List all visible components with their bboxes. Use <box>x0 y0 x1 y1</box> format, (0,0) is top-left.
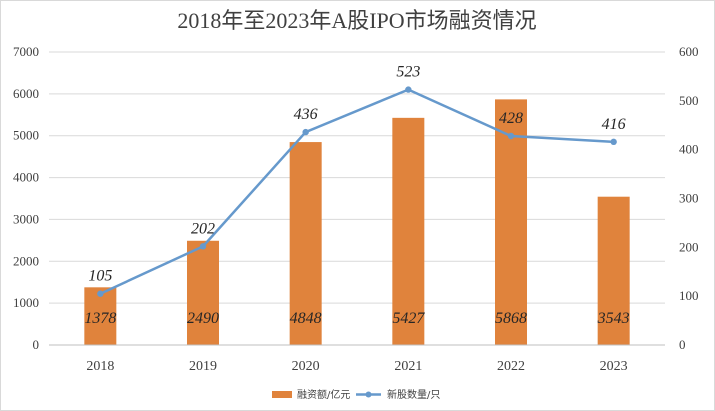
chart-title: 2018年至2023年A股IPO市场融资情况 <box>177 8 536 33</box>
line-point <box>199 243 207 250</box>
right-y-axis: 0 100 200 300 400 500 600 <box>679 44 699 352</box>
bar-data-label: 4848 <box>290 310 322 327</box>
line-point <box>302 128 309 136</box>
legend-line-marker <box>365 391 372 398</box>
legend-bar-swatch <box>272 391 292 398</box>
line-series <box>97 86 617 297</box>
left-axis-tick-label: 6000 <box>13 86 39 101</box>
legend-bar-label: 融资额/亿元 <box>297 388 350 401</box>
right-axis-tick-label: 100 <box>679 288 699 303</box>
line-data-label: 416 <box>602 116 626 133</box>
line-data-label: 428 <box>499 110 523 127</box>
right-axis-tick-label: 500 <box>679 93 699 108</box>
line-point <box>97 290 104 297</box>
gridlines <box>49 51 665 346</box>
bar-data-label: 5427 <box>392 310 425 327</box>
left-axis-tick-label: 4000 <box>13 170 39 185</box>
x-axis-tick-label: 2021 <box>394 359 422 374</box>
bar-data-label: 1378 <box>84 310 116 327</box>
data-labels: 1378 2490 4848 5427 5868 3543 105 202 436 523 428 4… <box>84 64 629 327</box>
x-axis-tick-label: 2018 <box>86 359 114 374</box>
line-path <box>99 88 614 295</box>
line-data-label: 436 <box>294 106 318 123</box>
line-point <box>610 138 617 146</box>
bar-data-label: 2490 <box>187 310 219 327</box>
bar <box>392 117 425 346</box>
line-point <box>507 132 515 140</box>
legend: 融资额/亿元 新股数量/只 <box>272 388 440 401</box>
right-axis-tick-label: 0 <box>679 337 686 352</box>
right-axis-tick-label: 600 <box>679 44 699 59</box>
left-axis-tick-label: 2000 <box>13 253 39 268</box>
bar <box>597 196 630 345</box>
line-point <box>405 86 412 93</box>
line-data-label: 523 <box>396 64 420 81</box>
left-y-axis: 0 1000 2000 3000 4000 5000 6000 7000 <box>13 44 39 352</box>
x-axis-tick-label: 2023 <box>600 359 628 374</box>
line-data-label: 202 <box>191 220 215 237</box>
right-axis-tick-label: 300 <box>679 191 699 206</box>
right-axis-tick-label: 200 <box>679 239 699 254</box>
x-axis-tick-label: 2019 <box>189 359 217 374</box>
bar <box>495 99 527 345</box>
left-axis-tick-label: 0 <box>33 337 40 352</box>
bar-data-label: 3543 <box>597 310 630 327</box>
right-axis-tick-label: 400 <box>679 142 699 157</box>
bar <box>289 142 322 345</box>
left-axis-tick-label: 7000 <box>13 44 39 59</box>
left-axis-tick-label: 5000 <box>13 128 39 143</box>
bar <box>187 240 219 345</box>
bar-data-label: 5868 <box>495 310 527 327</box>
line-data-label: 105 <box>88 268 112 285</box>
legend-line-label: 新股数量/只 <box>387 388 440 401</box>
x-axis-tick-label: 2022 <box>497 359 525 374</box>
x-axis-tick-label: 2020 <box>292 359 320 374</box>
x-axis: 2018 2019 2020 2021 2022 2023 <box>49 344 665 374</box>
left-axis-tick-label: 3000 <box>13 211 39 226</box>
bar <box>84 287 117 345</box>
left-axis-tick-label: 1000 <box>13 295 39 310</box>
bar-series <box>84 99 630 346</box>
